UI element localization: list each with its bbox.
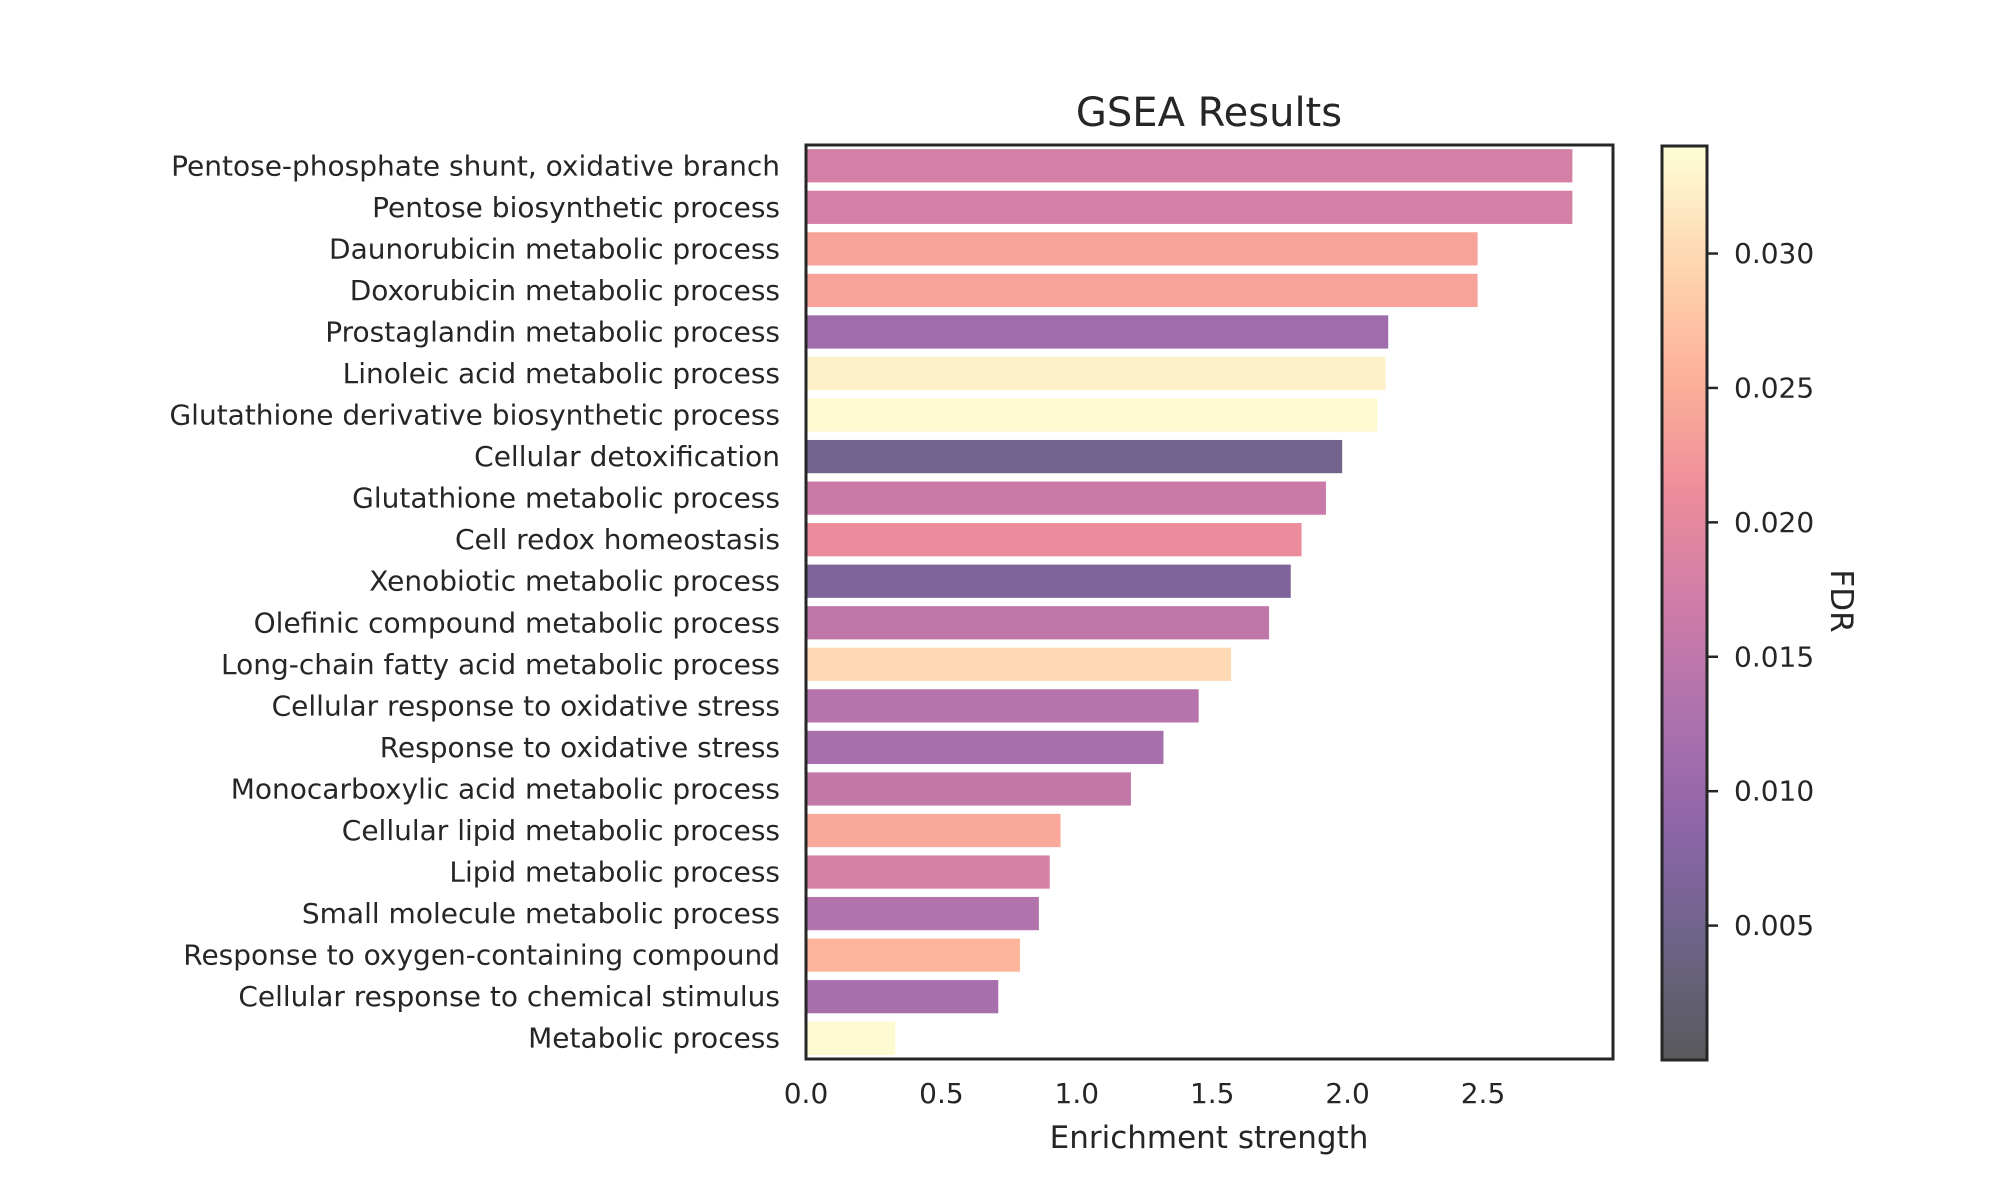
bar — [807, 481, 1326, 515]
colorbar-ticks: 0.005 0.010 0.015 0.020 0.025 0.030 — [1707, 237, 1814, 942]
y-tick-label: Cell redox homeostasis — [455, 523, 780, 556]
bar — [807, 190, 1573, 224]
bar — [807, 647, 1232, 681]
colorbar-gradient — [1662, 146, 1707, 1060]
colorbar-label: FDR — [1823, 569, 1859, 632]
y-tick-label: Olefinic compound metabolic process — [254, 606, 780, 639]
y-tick-label: Cellular response to oxidative stress — [272, 689, 780, 722]
bars-group — [807, 149, 1573, 1055]
x-tick-label: 0.5 — [919, 1077, 964, 1110]
x-axis-ticks: 0.0 0.5 1.0 1.5 2.0 2.5 — [784, 1077, 1506, 1110]
bar — [807, 813, 1061, 848]
bar — [807, 855, 1050, 889]
y-tick-label: Response to oxidative stress — [380, 731, 780, 764]
bar — [807, 938, 1020, 972]
y-tick-label: Doxorubicin metabolic process — [350, 274, 780, 307]
bar — [807, 439, 1343, 474]
y-tick-labels: Pentose-phosphate shunt, oxidative branc… — [169, 149, 780, 1054]
colorbar-frame — [1660, 144, 1709, 1062]
y-tick-label: Small molecule metabolic process — [302, 897, 780, 930]
y-tick-label: Lipid metabolic process — [449, 856, 780, 889]
y-tick-label: Prostaglandin metabolic process — [325, 315, 780, 348]
y-tick-label: Long-chain fatty acid metabolic process — [221, 648, 780, 681]
y-tick-label: Monocarboxylic acid metabolic process — [231, 772, 780, 805]
y-tick-label: Response to oxygen-containing compound — [183, 939, 780, 972]
y-tick-label: Xenobiotic metabolic process — [369, 565, 780, 598]
colorbar: 0.005 0.010 0.015 0.020 0.025 0.030 FDR — [1660, 144, 1859, 1062]
y-tick-label: Glutathione derivative biosynthetic proc… — [169, 399, 780, 432]
x-tick-label: 2.0 — [1325, 1077, 1370, 1110]
bar — [807, 772, 1131, 806]
x-tick-label: 1.0 — [1055, 1077, 1100, 1110]
bar — [807, 315, 1389, 349]
bar — [807, 273, 1478, 308]
bar — [807, 896, 1039, 931]
colorbar-tick-label: 0.015 — [1734, 640, 1814, 673]
x-tick-label: 2.5 — [1461, 1077, 1506, 1110]
colorbar-tick-label: 0.005 — [1734, 909, 1814, 942]
plot-frame — [804, 143, 1615, 1061]
y-tick-label: Cellular detoxification — [474, 440, 780, 473]
bar — [807, 149, 1573, 183]
y-tick-label: Daunorubicin metabolic process — [329, 232, 780, 265]
bar — [807, 398, 1378, 432]
bar — [807, 232, 1478, 266]
y-tick-label: Cellular lipid metabolic process — [342, 814, 780, 847]
bar — [807, 564, 1291, 598]
y-tick-label: Metabolic process — [528, 1022, 780, 1055]
x-tick-label: 1.5 — [1190, 1077, 1235, 1110]
colorbar-tick-label: 0.030 — [1734, 237, 1814, 270]
x-axis-label: Enrichment strength — [1050, 1120, 1369, 1156]
x-tick-label: 0.0 — [784, 1077, 829, 1110]
bar — [807, 730, 1164, 765]
bar — [807, 1021, 896, 1055]
bar — [807, 523, 1302, 557]
y-tick-label: Glutathione metabolic process — [352, 482, 780, 515]
colorbar-tick-label: 0.020 — [1734, 506, 1814, 539]
y-tick-label: Cellular response to chemical stimulus — [238, 980, 780, 1013]
bar — [807, 980, 999, 1014]
bar — [807, 356, 1386, 391]
y-tick-label: Pentose-phosphate shunt, oxidative branc… — [171, 149, 780, 182]
bar — [807, 606, 1270, 640]
colorbar-tick-label: 0.025 — [1734, 371, 1814, 404]
chart-title: GSEA Results — [1076, 90, 1342, 136]
bar — [807, 689, 1199, 723]
y-tick-label: Linoleic acid metabolic process — [343, 357, 780, 390]
y-tick-label: Pentose biosynthetic process — [372, 191, 780, 224]
colorbar-tick-label: 0.010 — [1734, 775, 1814, 808]
